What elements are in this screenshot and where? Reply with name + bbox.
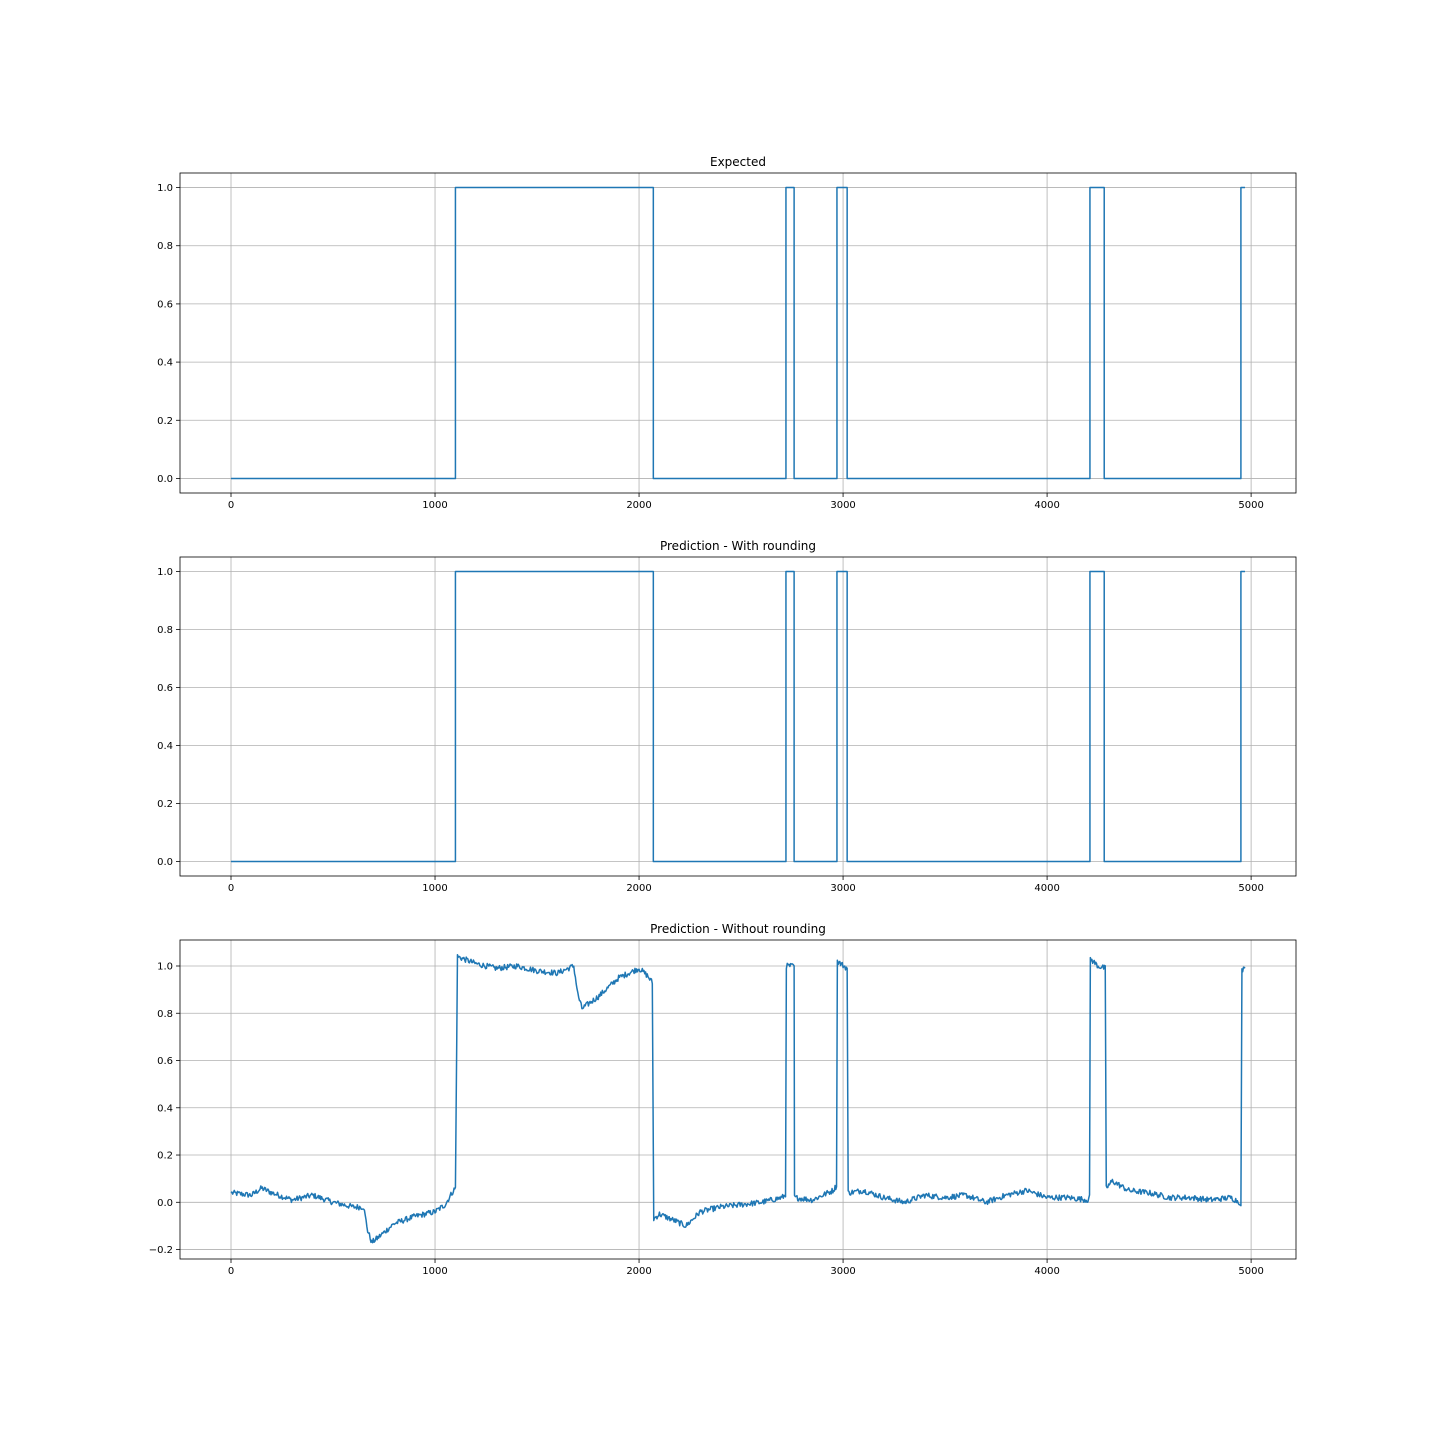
x-tick-label: 3000 — [830, 500, 855, 511]
y-tick-label: 1.0 — [157, 961, 173, 972]
y-tick-label: 0.0 — [157, 474, 173, 485]
x-tick-label: 2000 — [626, 1266, 651, 1277]
x-tick-label: 3000 — [830, 1266, 855, 1277]
subplot-prediction-without-rounding: 0 1000 2000 3000 4000 5000 −0.2 0.0 0.2 0.4 0.6 0.8… — [149, 922, 1297, 1277]
x-tick-label: 5000 — [1238, 500, 1263, 511]
y-tick-label: 0.6 — [157, 299, 173, 310]
y-tick-label: 0.8 — [157, 241, 173, 252]
x-tick-label: 5000 — [1238, 883, 1263, 894]
y-tick-label: 0.2 — [157, 1151, 173, 1162]
y-tick-label: 0.6 — [157, 683, 173, 694]
chart-title: Prediction - Without rounding — [650, 922, 826, 936]
y-tick-label: 0.8 — [157, 625, 173, 636]
axes-frame — [179, 939, 1297, 1260]
x-tick-label: 0 — [228, 500, 234, 511]
series-line-expected — [231, 186, 1245, 480]
y-tick-label: 1.0 — [157, 567, 173, 578]
y-tick-label: 0.0 — [157, 1198, 173, 1209]
x-tick-label: 0 — [228, 1266, 234, 1277]
chart-title: Expected — [710, 155, 766, 169]
axes-frame — [179, 172, 1297, 494]
x-tick-label: 0 — [228, 883, 234, 894]
y-tick-label: 0.8 — [157, 1009, 173, 1020]
x-tick-label: 2000 — [626, 883, 651, 894]
y-tick-label: 0.6 — [157, 1056, 173, 1067]
series-line-prediction-rounded — [231, 570, 1245, 863]
x-tick-label: 4000 — [1034, 1266, 1059, 1277]
subplot-expected: 0 1000 2000 3000 4000 5000 0.0 0.2 0.4 0.6 0.8 1.0 E… — [157, 155, 1297, 511]
series-line-prediction-raw — [230, 954, 1246, 1244]
axes-frame — [179, 556, 1297, 877]
x-tick-label: 1000 — [422, 883, 447, 894]
x-tick-label: 4000 — [1034, 883, 1059, 894]
y-tick-label: 0.4 — [157, 1103, 173, 1114]
y-tick-label: 0.0 — [157, 857, 173, 868]
y-tick-label: 0.4 — [157, 358, 173, 369]
chart-title: Prediction - With rounding — [660, 539, 816, 553]
y-tick-label: 0.2 — [157, 416, 173, 427]
y-tick-label: 1.0 — [157, 183, 173, 194]
x-tick-label: 3000 — [830, 883, 855, 894]
x-tick-label: 4000 — [1034, 500, 1059, 511]
subplot-prediction-with-rounding: 0 1000 2000 3000 4000 5000 0.0 0.2 0.4 0.6 0.8 1.0 P… — [157, 539, 1297, 894]
y-tick-label: −0.2 — [149, 1245, 173, 1256]
x-tick-label: 1000 — [422, 500, 447, 511]
y-tick-label: 0.2 — [157, 799, 173, 810]
x-tick-label: 2000 — [626, 500, 651, 511]
x-tick-label: 1000 — [422, 1266, 447, 1277]
x-tick-label: 5000 — [1238, 1266, 1263, 1277]
y-tick-label: 0.4 — [157, 741, 173, 752]
